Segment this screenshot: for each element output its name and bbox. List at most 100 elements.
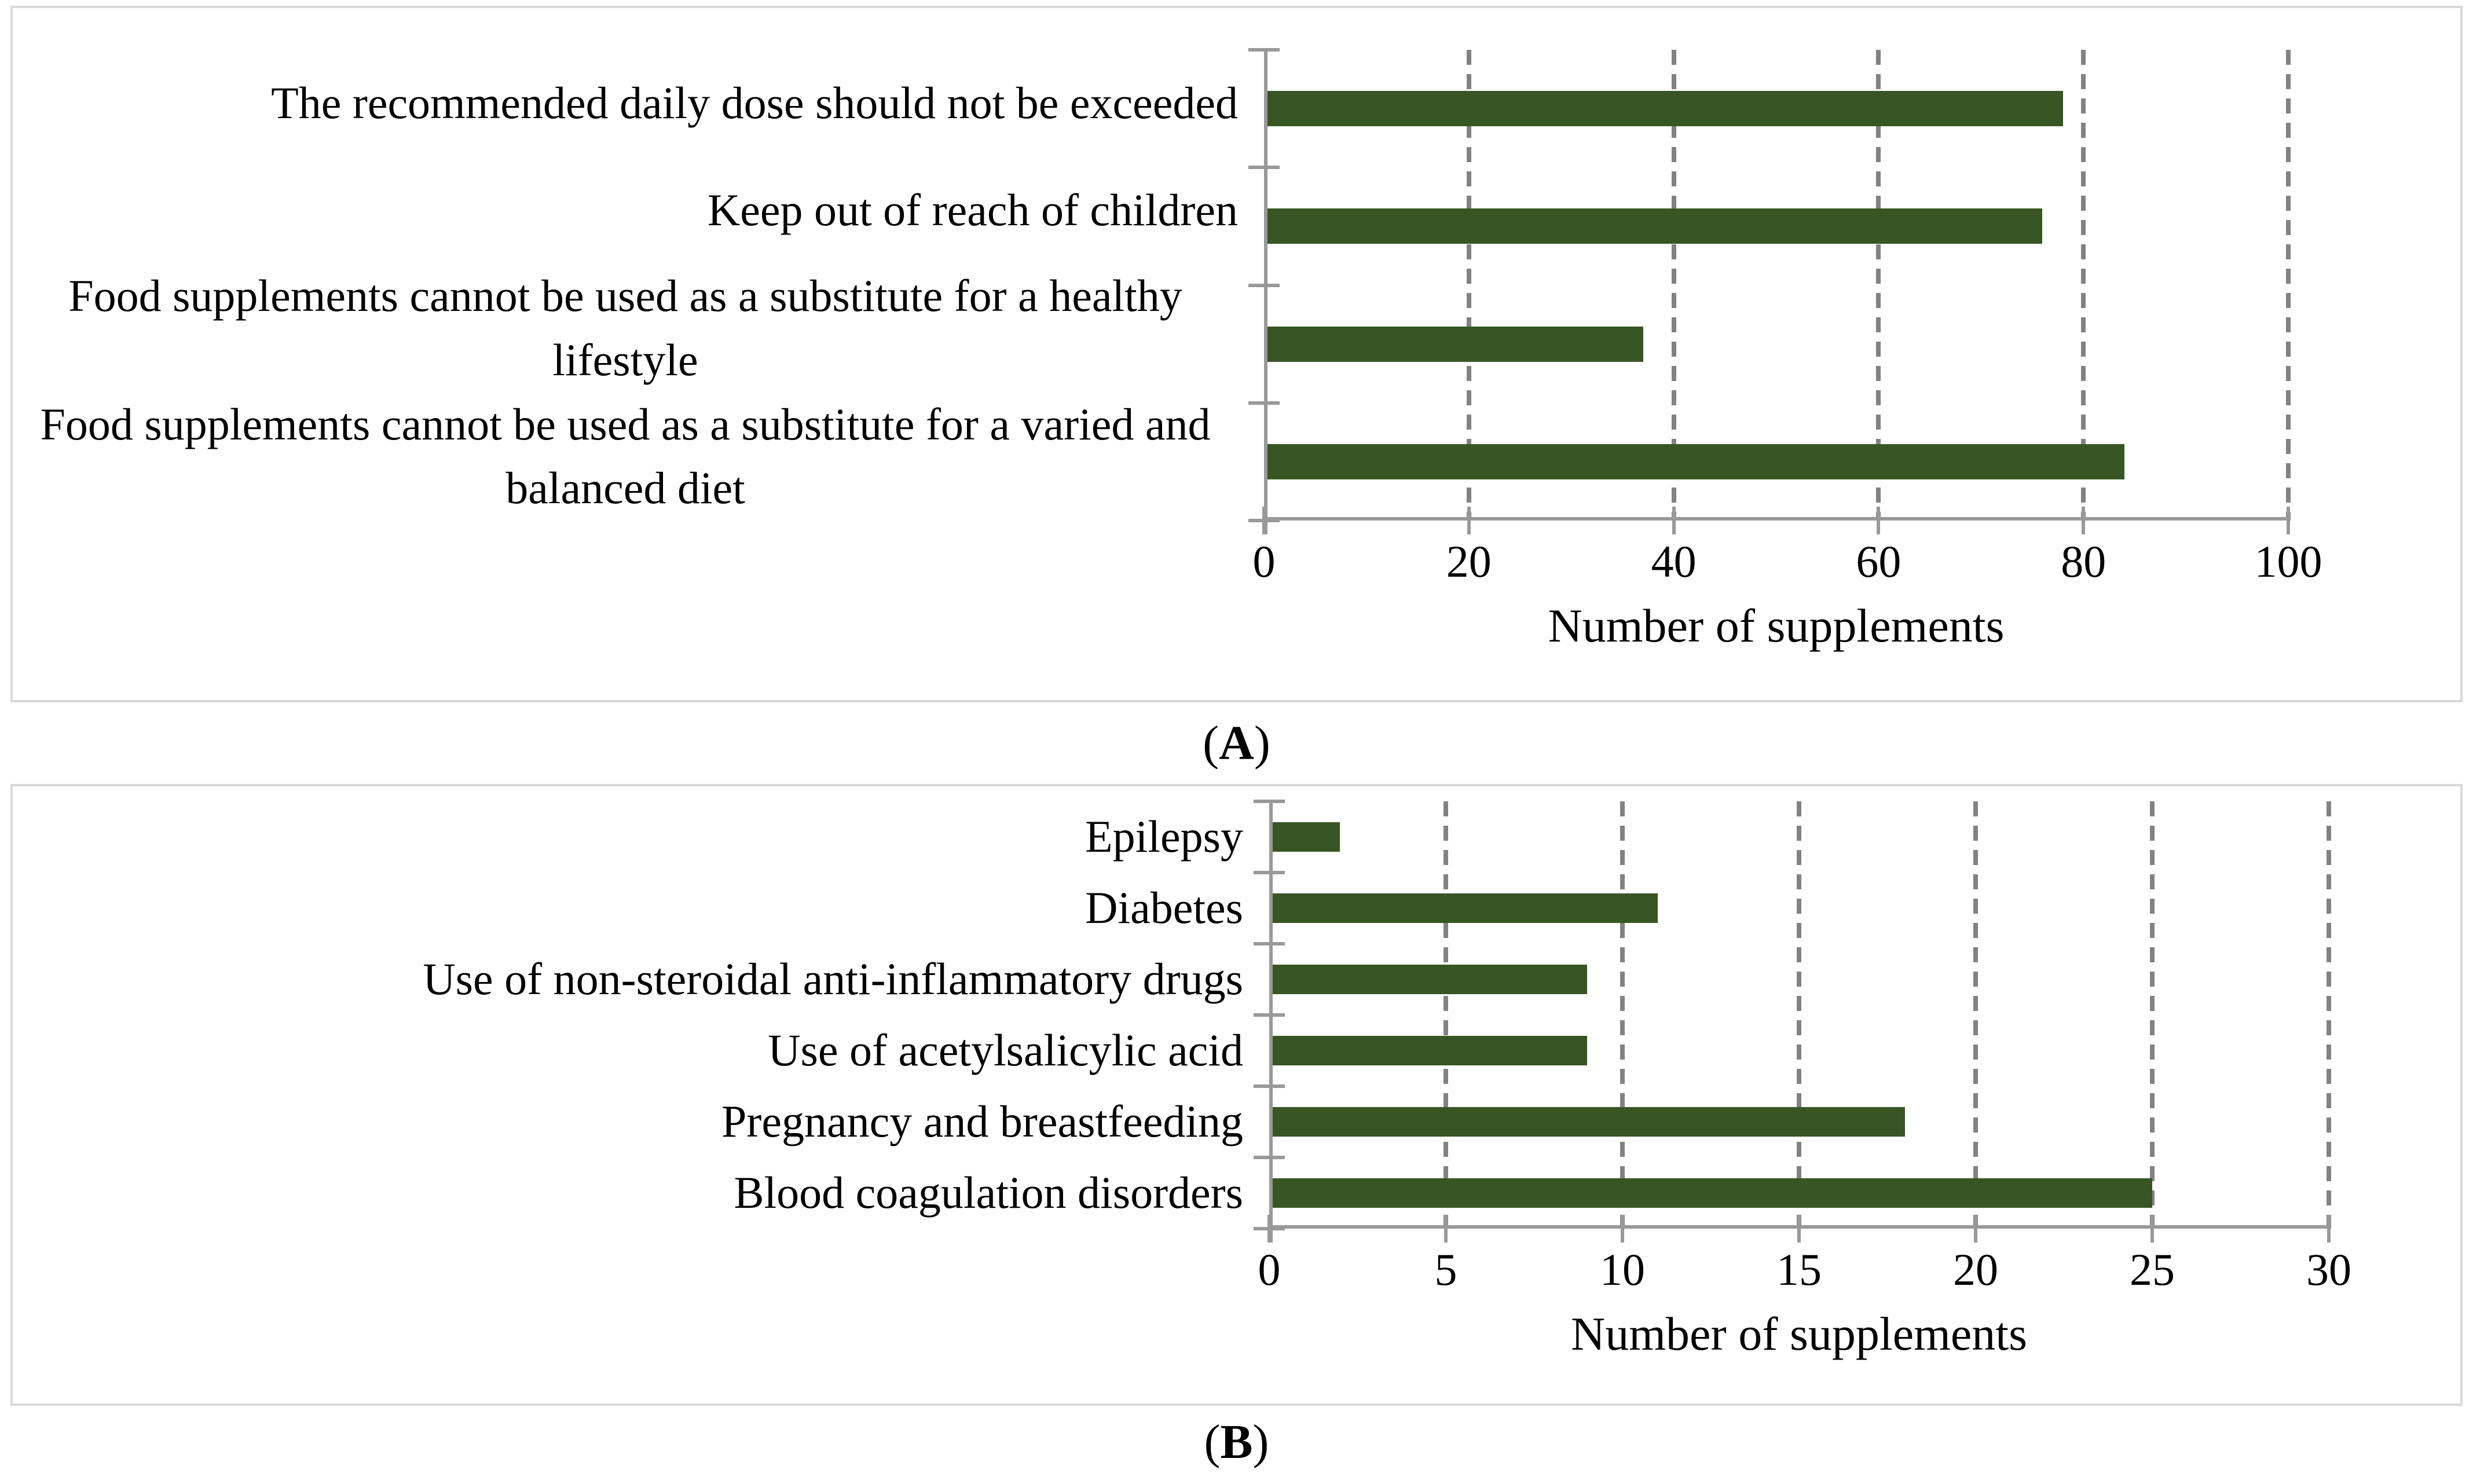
caption-close-paren: ) — [1252, 1415, 1269, 1469]
bar-row — [1264, 167, 2288, 285]
y-axis-line — [1264, 50, 1267, 534]
bar-row — [1264, 285, 2288, 403]
gridline — [2150, 801, 2155, 1229]
panel-b-caption: (B) — [0, 1406, 2473, 1478]
gridline — [1973, 801, 1978, 1229]
y-axis-line — [1269, 801, 1273, 1243]
category-label: Keep out of reach of children — [707, 185, 1238, 236]
y-axis-tick — [1254, 1156, 1285, 1159]
caption-open-paren: ( — [1203, 716, 1219, 770]
category-label: Food supplements cannot be used as a sub… — [68, 270, 1182, 385]
category-label: Blood coagulation disorders — [734, 1167, 1243, 1218]
x-axis-tick — [1877, 507, 1881, 534]
x-tick-labels: 0 20 40 60 80 100 — [1253, 521, 2322, 593]
x-axis-tick — [2150, 1215, 2154, 1243]
bar — [1269, 822, 1340, 852]
gridline — [2081, 50, 2086, 521]
category-row: Use of non-steroidal anti-inflammatory d… — [13, 944, 1269, 1015]
bar — [1269, 965, 1587, 994]
category-row: The recommended daily dose should not be… — [13, 50, 1264, 157]
category-label: Diabetes — [1085, 882, 1243, 933]
gridline — [1671, 50, 1676, 521]
category-row: Keep out of reach of children — [13, 157, 1264, 264]
chart-body: Epilepsy Diabetes Use of non-steroidal ant… — [13, 800, 2460, 1243]
caption-open-paren: ( — [1204, 1415, 1221, 1469]
category-label: Pregnancy and breastfeeding — [721, 1096, 1243, 1147]
gridline — [1466, 50, 1471, 521]
x-tick-label: 20 — [1446, 536, 1492, 587]
bar-row — [1264, 403, 2288, 521]
y-axis-tick — [1248, 48, 1280, 52]
x-axis-title: Number of supplements — [1548, 599, 2005, 652]
gridline — [1797, 801, 1801, 1229]
gridline — [1620, 801, 1625, 1229]
panel-a: The recommended daily dose should not be… — [10, 6, 2463, 702]
bar — [1264, 444, 2124, 479]
bar-row — [1269, 944, 2329, 1015]
bar-row — [1269, 801, 2329, 873]
y-axis-tick — [1248, 166, 1280, 170]
plot-area — [1254, 800, 2331, 1243]
category-row: Food supplements cannot be used as a sub… — [13, 393, 1264, 521]
figure: The recommended daily dose should not be… — [0, 6, 2473, 1484]
bar-row — [1269, 873, 2329, 944]
x-tick-label: 100 — [2254, 536, 2322, 587]
x-axis-tick — [2287, 507, 2290, 534]
category-label: The recommended daily dose should not be… — [271, 78, 1238, 129]
gridline — [2286, 50, 2291, 521]
x-axis-tick — [1467, 507, 1471, 534]
x-tick-label: 15 — [1776, 1244, 1822, 1295]
x-axis-tick — [1672, 507, 1676, 534]
bar-chart-a: The recommended daily dose should not be… — [13, 8, 2460, 700]
x-axis-tick — [2082, 507, 2086, 534]
category-label: Epilepsy — [1085, 811, 1243, 862]
bar-row — [1264, 50, 2288, 167]
x-tick-label: 60 — [1856, 536, 1902, 587]
x-tick-label: 40 — [1651, 536, 1697, 587]
x-axis-tick — [1974, 1215, 1977, 1243]
bar — [1269, 1178, 2152, 1208]
x-axis-tick — [2327, 1215, 2331, 1243]
x-tick-label: 0 — [1258, 1244, 1281, 1295]
bar — [1269, 1036, 1587, 1065]
y-axis-tick — [1254, 800, 1285, 803]
y-axis-tick — [1254, 1013, 1285, 1017]
x-tick-label: 80 — [2061, 536, 2106, 587]
x-axis-tick — [1444, 1215, 1448, 1243]
x-tick-labels: 0 5 10 15 20 25 30 — [1258, 1229, 2352, 1301]
category-row: Pregnancy and breastfeeding — [13, 1086, 1269, 1157]
x-tick-label: 25 — [2130, 1244, 2175, 1295]
caption-close-paren: ) — [1254, 716, 1270, 770]
gridline — [1444, 801, 1448, 1229]
panel-b: Epilepsy Diabetes Use of non-steroidal ant… — [10, 784, 2463, 1406]
gridline — [1876, 50, 1881, 521]
category-axis-labels: The recommended daily dose should not be… — [13, 50, 1264, 521]
x-axis-title: Number of supplements — [1571, 1307, 2027, 1360]
category-row: Use of acetylsalicylic acid — [13, 1015, 1269, 1086]
bar — [1269, 1107, 1905, 1137]
y-axis-tick — [1248, 401, 1280, 405]
y-axis-tick — [1254, 871, 1285, 874]
x-axis-tick — [1267, 1215, 1271, 1243]
bar-chart-b: Epilepsy Diabetes Use of non-steroidal ant… — [13, 786, 2460, 1404]
bar — [1269, 893, 1658, 923]
y-axis-tick — [1248, 283, 1280, 287]
x-axis-tick — [1262, 507, 1266, 534]
x-tick-label: 10 — [1600, 1244, 1645, 1295]
panel-a-caption: (A) — [0, 702, 2473, 784]
bar — [1264, 91, 2063, 127]
bar-row — [1269, 1015, 2329, 1086]
bar — [1264, 326, 1643, 362]
category-label: Use of acetylsalicylic acid — [768, 1025, 1243, 1076]
gridline — [2327, 801, 2331, 1229]
x-tick-label: 20 — [1953, 1244, 1998, 1295]
caption-letter-a: A — [1219, 716, 1254, 770]
y-axis-tick — [1254, 1084, 1285, 1088]
category-row: Diabetes — [13, 873, 1269, 944]
x-axis-tick — [1621, 1215, 1624, 1243]
plot-area — [1248, 48, 2291, 534]
y-axis-tick — [1254, 942, 1285, 946]
category-axis-labels: Epilepsy Diabetes Use of non-steroidal ant… — [13, 801, 1269, 1229]
category-row: Blood coagulation disorders — [13, 1157, 1269, 1229]
bar-row — [1269, 1157, 2329, 1229]
